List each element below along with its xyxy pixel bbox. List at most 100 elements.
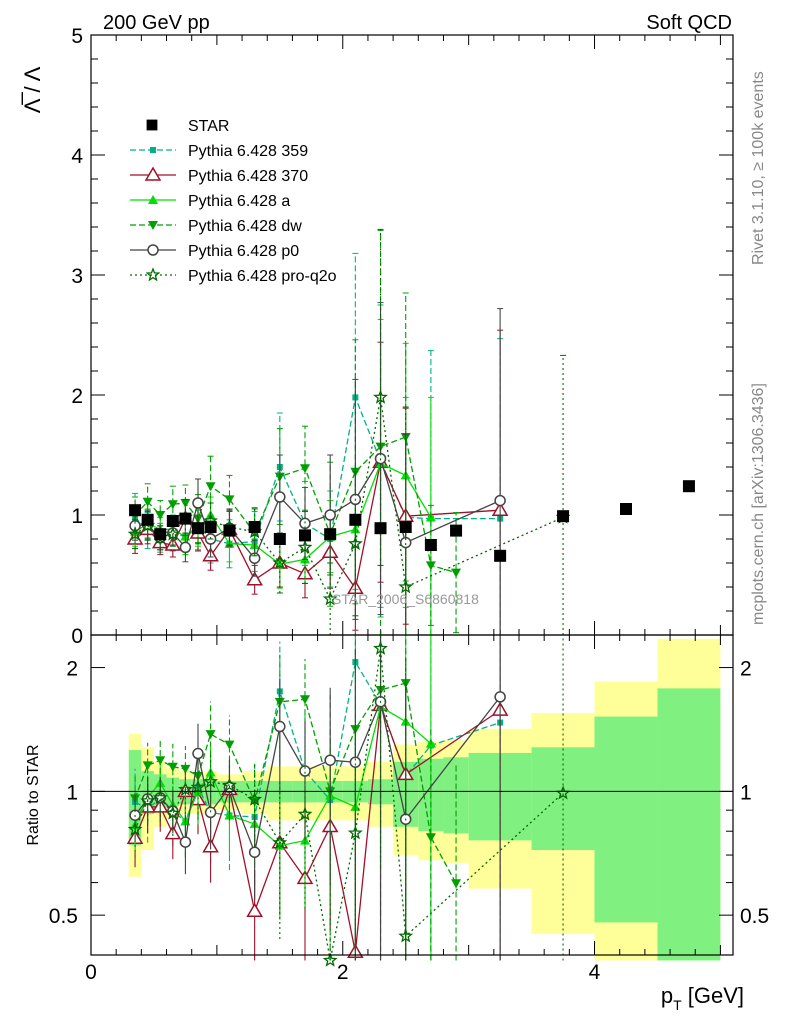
ratio-y-tick-label: 1 — [66, 781, 78, 804]
data-point — [373, 389, 388, 404]
data-point — [324, 528, 337, 541]
ratio-y-tick-label-right: 2 — [740, 658, 752, 681]
data-point — [129, 504, 142, 517]
data-point — [322, 591, 338, 606]
series-pythia-6-428-370 — [126, 329, 509, 636]
data-point — [165, 526, 181, 541]
ratio-line — [134, 696, 501, 855]
data-point — [324, 754, 336, 766]
data-point — [398, 928, 414, 943]
data-point — [222, 777, 237, 792]
data-point — [349, 756, 362, 768]
ratio-y-tick-label-right: 0.5 — [740, 905, 769, 928]
legend-label: Pythia 6.428 370 — [188, 168, 308, 185]
data-point — [205, 730, 216, 740]
x-tick-label: 4 — [589, 961, 601, 984]
data-point — [155, 756, 166, 766]
data-point — [145, 267, 161, 282]
data-point — [450, 524, 463, 537]
ratio-frame — [90, 634, 734, 956]
data-point — [246, 571, 263, 586]
data-point — [148, 221, 158, 230]
data-point — [178, 781, 193, 796]
legend-label: Pythia 6.428 dw — [188, 218, 302, 235]
data-point — [274, 720, 286, 733]
data-point — [451, 568, 462, 578]
data-point — [224, 495, 235, 505]
data-point — [324, 509, 336, 521]
x-axis-label: pT [GeV] — [661, 983, 744, 1013]
data-point — [374, 522, 387, 535]
data-point — [425, 833, 436, 843]
data-point — [165, 805, 181, 820]
data-point — [179, 512, 192, 525]
data-point — [203, 773, 218, 789]
data-point — [682, 480, 695, 493]
legend-label: Pythia 6.428 359 — [188, 143, 308, 160]
data-point — [399, 521, 412, 533]
data-point — [190, 779, 206, 794]
data-point — [557, 510, 570, 523]
data-point — [152, 790, 168, 805]
data-point — [205, 482, 216, 492]
data-point — [142, 497, 153, 507]
data-point — [399, 536, 412, 549]
y-tick-label: 1 — [71, 505, 83, 528]
series-pythia-6-428-dw — [130, 230, 462, 636]
data-point — [127, 821, 143, 836]
data-point — [300, 464, 310, 474]
y-tick-label: 2 — [71, 385, 83, 408]
uncertainty-band-inner — [594, 716, 658, 923]
data-point — [494, 494, 506, 507]
data-point — [272, 555, 288, 570]
data-point — [129, 520, 141, 532]
data-point — [192, 747, 204, 760]
upper-panel: 0 1 2 3 4 5 — [71, 25, 734, 648]
legend-item: Pythia 6.428 359 — [130, 143, 308, 160]
data-point — [451, 879, 462, 889]
data-point — [150, 147, 156, 153]
series-line — [134, 460, 501, 590]
lower-y-axis-label: Ratio to STAR — [25, 744, 42, 845]
legend-item: Pythia 6.428 dw — [130, 218, 302, 235]
data-point — [494, 691, 506, 703]
ratio-y-tick-label: 2 — [66, 658, 78, 681]
data-point — [300, 695, 310, 705]
x-tick-label: 0 — [85, 961, 97, 984]
data-point — [299, 765, 311, 777]
series-line — [134, 462, 432, 565]
data-point — [154, 528, 167, 541]
data-point — [398, 579, 414, 594]
data-point — [425, 561, 436, 571]
analysis-watermark: STAR_2006_S6860818 — [332, 591, 479, 607]
data-point — [223, 524, 236, 537]
ratio-line — [134, 705, 501, 953]
data-point — [273, 533, 286, 545]
header-right: Soft QCD — [646, 12, 732, 34]
rivet-version-label: Rivet 3.1.10, ≥ 100k events — [750, 71, 767, 265]
data-point — [246, 902, 263, 917]
data-point — [347, 825, 363, 840]
data-point — [146, 119, 158, 131]
legend-item: Pythia 6.428 a — [130, 193, 290, 210]
legend-label: Pythia 6.428 a — [188, 193, 290, 210]
ratio-panel: 0 2 4 0.5 0.5 1 1 2 2 — [49, 35, 769, 984]
data-point — [179, 541, 192, 554]
data-point — [148, 195, 158, 204]
legend: STAR Pythia 6.428 359 Pythia 6.428 370 Pyth… — [130, 118, 337, 285]
series-pythia-6-428-a — [130, 318, 436, 636]
y-tick-label: 0 — [71, 625, 83, 648]
data-point — [297, 806, 313, 821]
data-point — [180, 764, 191, 774]
data-point — [167, 500, 178, 510]
legend-item: Pythia 6.428 pro-q2o — [130, 267, 337, 285]
data-point — [274, 491, 286, 503]
data-point — [127, 526, 143, 541]
data-point — [142, 761, 153, 771]
header-left: 200 GeV pp — [103, 12, 210, 34]
x-tick-label: 2 — [337, 961, 349, 984]
data-point — [147, 244, 159, 256]
data-point — [347, 536, 363, 551]
series-pythia-6-428-pro-q2o-ratio — [127, 629, 571, 967]
